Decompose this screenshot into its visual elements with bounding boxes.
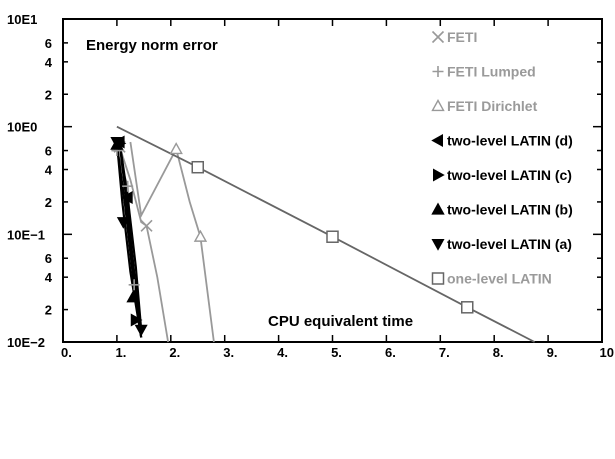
data-point-two-level-latin-a <box>110 137 124 149</box>
legend-marker-one-level-latin <box>431 272 445 285</box>
y-tick-label: 6 <box>45 251 52 266</box>
y-tick-label: 10E−2 <box>7 335 45 350</box>
legend-marker-feti-lumped <box>432 66 444 77</box>
legend-label-two-level-latin-c: two-level LATIN (c) <box>447 167 572 183</box>
legend-marker-two-level-latin-c <box>433 168 445 182</box>
data-point-two-level-latin-a <box>134 324 148 337</box>
series-line-two-level-latin-c <box>118 143 143 334</box>
legend-label-feti-dirichlet: FETI Dirichlet <box>447 98 538 114</box>
x-tick-label: 3. <box>223 345 234 360</box>
axis-ticks: 0. 1. 2. 3. 4. 5. 6. 7. 8. 9. 10 10E1 6 4 2 10E0 6 4 2 10E−… <box>7 12 614 360</box>
data-point-feti-dirichlet <box>193 229 208 242</box>
x-tick-label: 7. <box>439 345 450 360</box>
legend-marker-feti <box>431 30 445 44</box>
data-point-feti-lumped <box>128 279 140 291</box>
legend-marker-feti-dirichlet <box>431 99 445 112</box>
legend-label-two-level-latin-a: two-level LATIN (a) <box>447 236 572 252</box>
legend-label-feti: FETI <box>447 29 477 45</box>
data-point-one-level-latin <box>326 230 339 243</box>
data-point-two-level-latin-d <box>120 190 133 204</box>
legend-label-two-level-latin-b: two-level LATIN (b) <box>447 202 573 218</box>
series-line-two-level-latin-a <box>115 141 143 338</box>
x-tick-label: 2. <box>169 345 180 360</box>
legend: FETI FETI Lumped FETI Dirichlet two-level L… <box>431 29 573 287</box>
data-point-two-level-latin-a <box>116 217 130 229</box>
legend-marker-two-level-latin-a <box>431 239 445 251</box>
y-tick-label: 2 <box>45 303 52 318</box>
data-point-feti <box>140 219 153 232</box>
x-tick-label: 9. <box>547 345 558 360</box>
data-point-one-level-latin <box>191 160 204 174</box>
x-tick-label: 5. <box>331 345 342 360</box>
y-tick-label: 4 <box>45 270 53 285</box>
data-point-one-level-latin <box>461 301 474 314</box>
x-tick-label: 8. <box>493 345 504 360</box>
x-tick-label: 0. <box>61 345 72 360</box>
legend-label-one-level-latin: one-level LATIN <box>447 271 552 287</box>
data-point-two-level-latin-b <box>126 290 140 303</box>
legend-label-two-level-latin-d: two-level LATIN (d) <box>447 133 573 149</box>
y-tick-label: 2 <box>45 87 52 102</box>
series-markers <box>110 135 474 337</box>
data-point-feti-lumped <box>122 180 134 192</box>
y-tick-label: 2 <box>45 195 52 210</box>
legend-label-feti-lumped: FETI Lumped <box>447 64 536 80</box>
y-tick-label: 10E0 <box>7 120 37 135</box>
series-line-feti-dirichlet <box>129 141 215 343</box>
x-tick-label: 10 <box>600 345 614 360</box>
annotation-energy-norm-error: Energy norm error <box>86 37 218 54</box>
x-tick-label: 6. <box>385 345 396 360</box>
x-tick-label: 1. <box>115 345 126 360</box>
data-point-feti-dirichlet <box>169 142 183 155</box>
x-tick-label: 4. <box>277 345 288 360</box>
data-point-two-level-latin-c <box>130 313 143 327</box>
annotation-cpu-equivalent-time: CPU equivalent time <box>268 313 413 330</box>
y-tick-label: 4 <box>45 55 53 70</box>
y-tick-label: 6 <box>45 144 52 159</box>
legend-marker-two-level-latin-b <box>431 202 445 215</box>
y-tick-label: 6 <box>45 36 52 51</box>
y-tick-label: 10E−1 <box>7 227 45 242</box>
y-tick-label: 10E1 <box>7 12 37 27</box>
legend-marker-two-level-latin-d <box>431 133 443 148</box>
y-tick-label: 4 <box>45 163 53 178</box>
